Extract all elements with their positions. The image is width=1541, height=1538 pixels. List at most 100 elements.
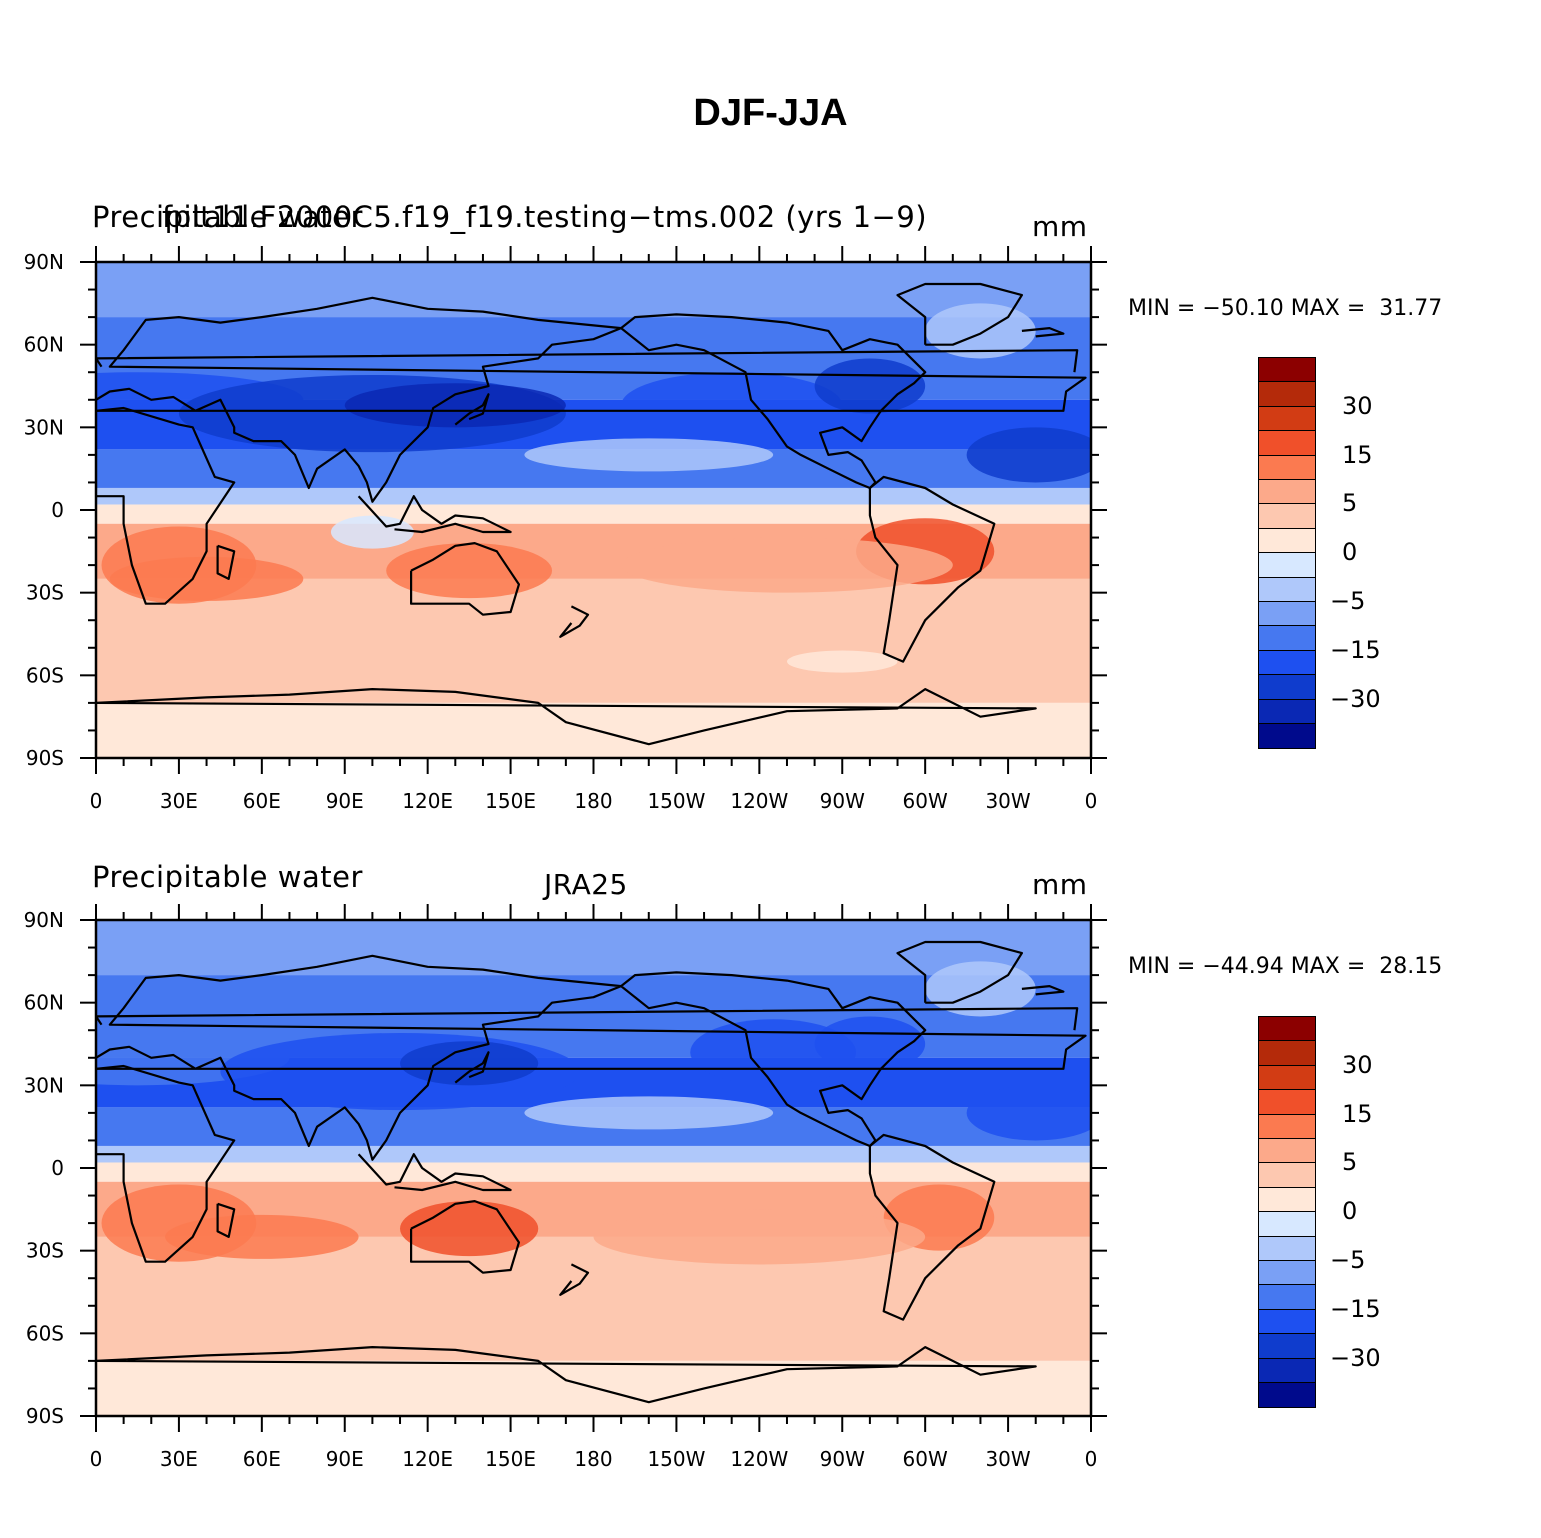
coastline	[620, 971, 927, 1148]
contour-region	[593, 1209, 926, 1265]
coastline	[1021, 985, 1065, 996]
lat-tick-label: 30S	[26, 1239, 64, 1263]
colorbar-label: −15	[1330, 1294, 1381, 1323]
coastline	[559, 605, 590, 638]
coastline	[216, 544, 236, 580]
coastline	[216, 1202, 236, 1238]
lon-tick-label: 30E	[160, 789, 198, 813]
coastline	[896, 282, 1023, 346]
coastline	[96, 954, 1087, 1161]
coastline	[868, 475, 996, 663]
coastlines	[96, 940, 1087, 1404]
colorbar-swatch	[1258, 1016, 1316, 1043]
ticks	[80, 246, 1107, 774]
coastline	[96, 688, 1037, 746]
lat-tick-label: 60N	[24, 333, 64, 357]
coastline	[410, 542, 520, 616]
panel-overlay-label: fplt11.F2000C5.f19_f19.testing−tms.002 (…	[162, 200, 928, 234]
coastline	[896, 940, 1023, 1004]
band	[96, 262, 1091, 318]
lat-tick-label: 0	[51, 498, 64, 522]
coastlines	[96, 282, 1087, 746]
colorbar-label: 5	[1342, 1148, 1358, 1177]
lat-tick-label: 90N	[24, 908, 64, 932]
panel-center-label: JRA25	[544, 868, 628, 901]
colorbar-label: 30	[1342, 1050, 1373, 1079]
contour-region	[621, 537, 953, 593]
lon-tick-label: 180	[574, 789, 612, 813]
lon-tick-label: 150W	[647, 789, 705, 813]
colorbar-label: 15	[1342, 1099, 1373, 1128]
lon-tick-label: 180	[574, 1447, 612, 1471]
contour-region	[814, 358, 926, 414]
lon-tick-label: 0	[1085, 1447, 1098, 1471]
panel-units: mm	[1032, 210, 1088, 243]
lon-tick-label: 30W	[985, 1447, 1030, 1471]
lon-tick-label: 0	[90, 1447, 103, 1471]
contour-region	[400, 1201, 539, 1257]
colorbar-swatch	[1258, 1040, 1316, 1067]
colorbar-swatch	[1258, 1382, 1316, 1409]
lon-tick-label: 120W	[730, 789, 788, 813]
colorbar-label: 15	[1342, 440, 1373, 469]
lon-tick-label: 90W	[820, 789, 865, 813]
colorbar-label: −30	[1330, 684, 1381, 713]
colorbar-swatch	[1258, 723, 1316, 750]
coastline	[96, 349, 1079, 373]
band	[96, 504, 1091, 524]
coastline	[1021, 327, 1065, 338]
lat-tick-label: 60S	[26, 663, 64, 687]
colorbar-swatch	[1258, 1235, 1316, 1262]
coastline	[96, 1064, 236, 1263]
coastline	[357, 495, 512, 534]
colorbar-swatch	[1258, 1211, 1316, 1238]
contour-region	[621, 372, 843, 439]
lon-tick-label: 60E	[243, 789, 281, 813]
colorbar-label: 5	[1342, 489, 1358, 518]
lat-tick-label: 60N	[24, 991, 64, 1015]
contour-region	[786, 650, 898, 673]
colorbar-swatch	[1258, 1333, 1316, 1360]
colorbar-label: 0	[1342, 1197, 1358, 1226]
colorbar-swatch	[1258, 1064, 1316, 1092]
panel-units: mm	[1032, 868, 1088, 901]
lat-tick-label: 30N	[24, 1073, 64, 1097]
colorbar-label: 0	[1342, 538, 1358, 567]
lon-tick-label: 30W	[985, 789, 1030, 813]
lon-tick-label: 60W	[903, 789, 948, 813]
colorbar-swatch	[1258, 576, 1316, 603]
colorbar-swatch	[1258, 381, 1316, 408]
lon-tick-label: 150W	[647, 1447, 705, 1471]
panel-left-label: Precipitable water	[92, 860, 363, 894]
colorbar-swatch	[1258, 1357, 1316, 1384]
min-max-stats: MIN = −44.94 MAX = 28.15	[1128, 954, 1443, 979]
contour-region	[814, 1016, 926, 1072]
coastline	[96, 1346, 1037, 1404]
coastline	[454, 393, 490, 426]
lon-tick-label: 120E	[402, 789, 453, 813]
contour-region	[165, 1214, 359, 1259]
lon-tick-label: 30E	[160, 1447, 198, 1471]
contour-region	[344, 383, 566, 428]
contour-region	[330, 515, 414, 549]
band	[96, 634, 1091, 703]
lon-tick-label: 90W	[820, 1447, 865, 1471]
lat-tick-label: 0	[51, 1156, 64, 1180]
coastline	[357, 1153, 512, 1192]
colorbar-swatch	[1258, 1113, 1316, 1140]
lat-tick-label: 30N	[24, 415, 64, 439]
colorbar-swatch	[1258, 527, 1316, 555]
coastline	[868, 1133, 996, 1321]
contour-region	[386, 543, 553, 599]
colorbar-label: 30	[1342, 391, 1373, 420]
figure-title: DJF-JJA	[693, 92, 848, 134]
lon-tick-label: 120E	[402, 1447, 453, 1471]
colorbar-swatch	[1258, 503, 1316, 530]
lat-tick-label: 30S	[26, 581, 64, 605]
colorbar-swatch	[1258, 1162, 1316, 1189]
coastline	[96, 296, 1087, 503]
band	[96, 487, 1091, 505]
lon-tick-label: 60W	[903, 1447, 948, 1471]
contour-region	[966, 1085, 1091, 1141]
